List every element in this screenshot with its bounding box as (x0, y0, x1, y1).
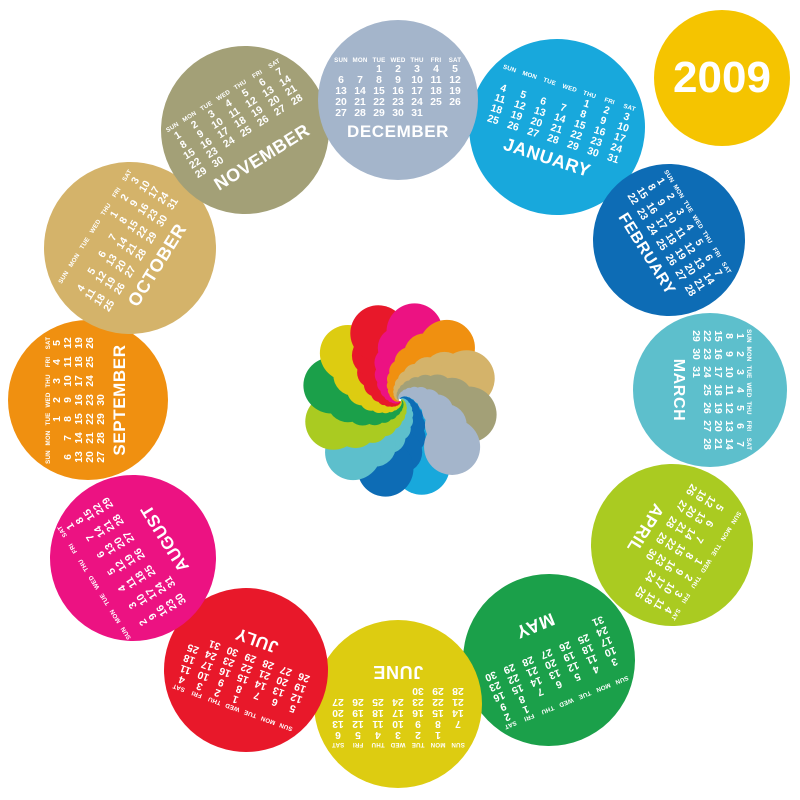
year-badge: 2009 (654, 10, 790, 146)
spiral-dot (424, 418, 481, 475)
year-label: 2009 (673, 53, 771, 102)
